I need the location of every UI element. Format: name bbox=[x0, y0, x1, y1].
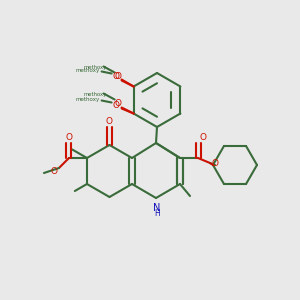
Text: O: O bbox=[106, 116, 113, 125]
Text: O: O bbox=[114, 72, 121, 81]
Text: O: O bbox=[212, 158, 218, 167]
Text: H: H bbox=[154, 209, 160, 218]
Text: O: O bbox=[112, 101, 119, 110]
Text: O: O bbox=[50, 167, 58, 176]
Text: methoxy: methoxy bbox=[76, 68, 100, 73]
Text: O: O bbox=[114, 99, 121, 108]
Text: O: O bbox=[200, 134, 206, 142]
Text: methoxy: methoxy bbox=[76, 97, 100, 102]
Text: methoxy: methoxy bbox=[84, 65, 107, 70]
Text: O: O bbox=[65, 133, 73, 142]
Text: N: N bbox=[153, 203, 161, 213]
Text: methoxy: methoxy bbox=[84, 92, 107, 97]
Text: O: O bbox=[112, 72, 119, 81]
